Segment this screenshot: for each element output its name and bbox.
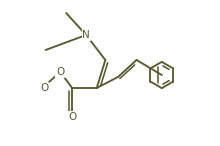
Text: N: N: [82, 30, 90, 40]
Text: O: O: [68, 112, 76, 122]
Text: O: O: [56, 67, 64, 77]
Text: O: O: [40, 83, 48, 93]
